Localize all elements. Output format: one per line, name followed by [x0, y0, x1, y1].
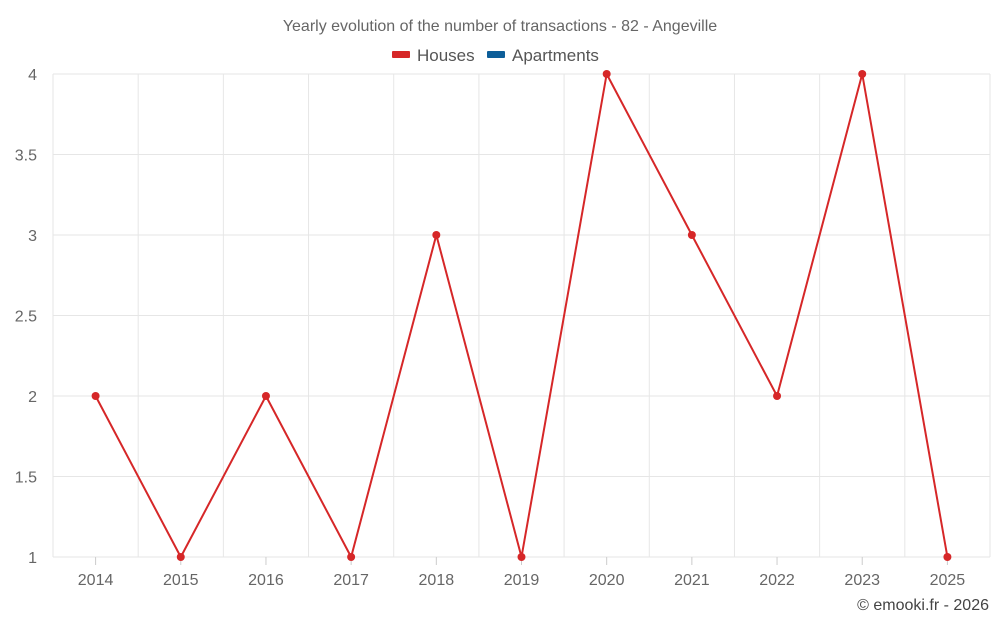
x-tick-label: 2022 — [759, 572, 795, 589]
y-tick-label: 2.5 — [15, 309, 37, 326]
legend: Houses Apartments — [392, 46, 599, 65]
credit: © emooki.fr - 2026 — [857, 597, 989, 614]
legend-swatch-apartments — [487, 51, 505, 58]
y-tick-label: 1 — [28, 550, 37, 567]
y-tick-label: 1.5 — [15, 470, 37, 487]
data-point[interactable] — [943, 553, 952, 561]
data-point[interactable] — [347, 553, 356, 561]
data-point[interactable] — [91, 392, 100, 400]
y-axis: 1 1.5 2 2.5 3 3.5 4 — [15, 67, 37, 567]
x-tick-label: 2016 — [248, 572, 284, 589]
data-point[interactable] — [602, 70, 611, 78]
data-point[interactable] — [261, 392, 270, 400]
x-tick-label: 2018 — [419, 572, 455, 589]
y-tick-label: 3.5 — [15, 148, 37, 165]
data-point[interactable] — [773, 392, 782, 400]
data-point[interactable] — [176, 553, 185, 561]
legend-label-apartments: Apartments — [512, 46, 599, 65]
x-axis: 2014 2015 2016 2017 2018 2019 2020 2021 2022 2023… — [78, 557, 966, 589]
series-layer — [91, 70, 952, 561]
legend-swatch-houses — [392, 51, 410, 58]
x-tick-label: 2023 — [844, 572, 880, 589]
data-point[interactable] — [858, 70, 867, 78]
legend-label-houses: Houses — [417, 46, 475, 65]
x-tick-label: 2014 — [78, 572, 114, 589]
x-tick-label: 2017 — [333, 572, 369, 589]
legend-item-apartments[interactable]: Apartments — [487, 46, 599, 65]
x-tick-label: 2015 — [163, 572, 199, 589]
legend-item-houses[interactable]: Houses — [392, 46, 475, 65]
x-tick-label: 2021 — [674, 572, 710, 589]
y-tick-label: 4 — [28, 67, 37, 84]
data-point[interactable] — [432, 231, 441, 239]
x-tick-label: 2025 — [930, 572, 966, 589]
data-point[interactable] — [517, 553, 526, 561]
x-tick-label: 2019 — [504, 572, 540, 589]
x-tick-label: 2020 — [589, 572, 625, 589]
grid — [52, 73, 991, 558]
data-point[interactable] — [687, 231, 696, 239]
y-tick-label: 3 — [28, 228, 37, 245]
y-tick-label: 2 — [28, 389, 37, 406]
chart-title: Yearly evolution of the number of transa… — [283, 18, 717, 35]
